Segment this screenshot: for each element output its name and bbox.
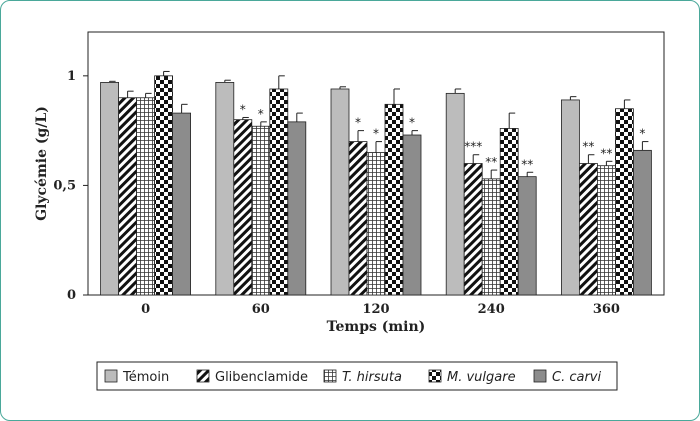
legend-label: T. hirsuta	[342, 370, 402, 385]
bar	[366, 152, 386, 296]
x-tick-label: 0	[141, 302, 150, 317]
bar	[445, 92, 465, 296]
significance-label: **	[600, 146, 612, 160]
legend-label: Glibenclamide	[215, 370, 308, 385]
bar	[269, 88, 289, 296]
y-tick-label: 1	[67, 69, 76, 84]
legend	[96, 361, 618, 391]
bar	[615, 108, 634, 296]
bar	[481, 178, 501, 296]
bar	[100, 82, 119, 296]
legend-label: C. carvi	[552, 370, 601, 385]
legend-swatch	[428, 369, 442, 383]
bar	[251, 125, 271, 296]
bar	[402, 134, 422, 296]
bar	[154, 75, 174, 296]
bar	[561, 99, 580, 296]
legend-swatch	[104, 369, 118, 383]
legend-swatch	[533, 369, 547, 383]
bar	[499, 128, 519, 296]
bar	[233, 119, 253, 296]
bar	[330, 88, 350, 296]
bar	[517, 176, 537, 296]
bar	[215, 82, 235, 296]
x-tick-label: 120	[362, 302, 389, 317]
bar	[287, 121, 307, 296]
bar	[384, 103, 404, 296]
bar	[172, 112, 192, 296]
significance-label: *	[373, 127, 379, 141]
legend-label: M. vulgare	[447, 370, 516, 385]
y-axis-title: Glycémie (g/L)	[34, 106, 50, 221]
significance-label: **	[521, 157, 533, 171]
significance-label: *	[240, 102, 246, 116]
x-tick-label: 240	[478, 302, 505, 317]
y-tick-label: 0,5	[53, 178, 76, 193]
legend-swatch	[323, 369, 337, 383]
significance-label: ***	[464, 140, 482, 154]
bar	[348, 141, 368, 296]
x-tick-label: 60	[252, 302, 270, 317]
significance-label: *	[355, 116, 361, 130]
bar	[118, 97, 137, 296]
bar	[633, 149, 652, 296]
bar	[597, 165, 616, 296]
x-tick-label: 360	[593, 302, 620, 317]
significance-label: *	[639, 127, 645, 141]
significance-label: **	[582, 140, 594, 154]
legend-label: Témoin	[122, 370, 169, 385]
legend-swatch	[196, 369, 210, 383]
bar	[136, 97, 156, 296]
bar	[463, 163, 483, 296]
bar	[579, 163, 598, 296]
y-tick-label: 0	[67, 288, 76, 303]
significance-label: **	[485, 155, 497, 169]
significance-label: *	[409, 116, 415, 130]
significance-label: *	[258, 107, 264, 121]
x-axis-title: Temps (min)	[327, 319, 426, 335]
